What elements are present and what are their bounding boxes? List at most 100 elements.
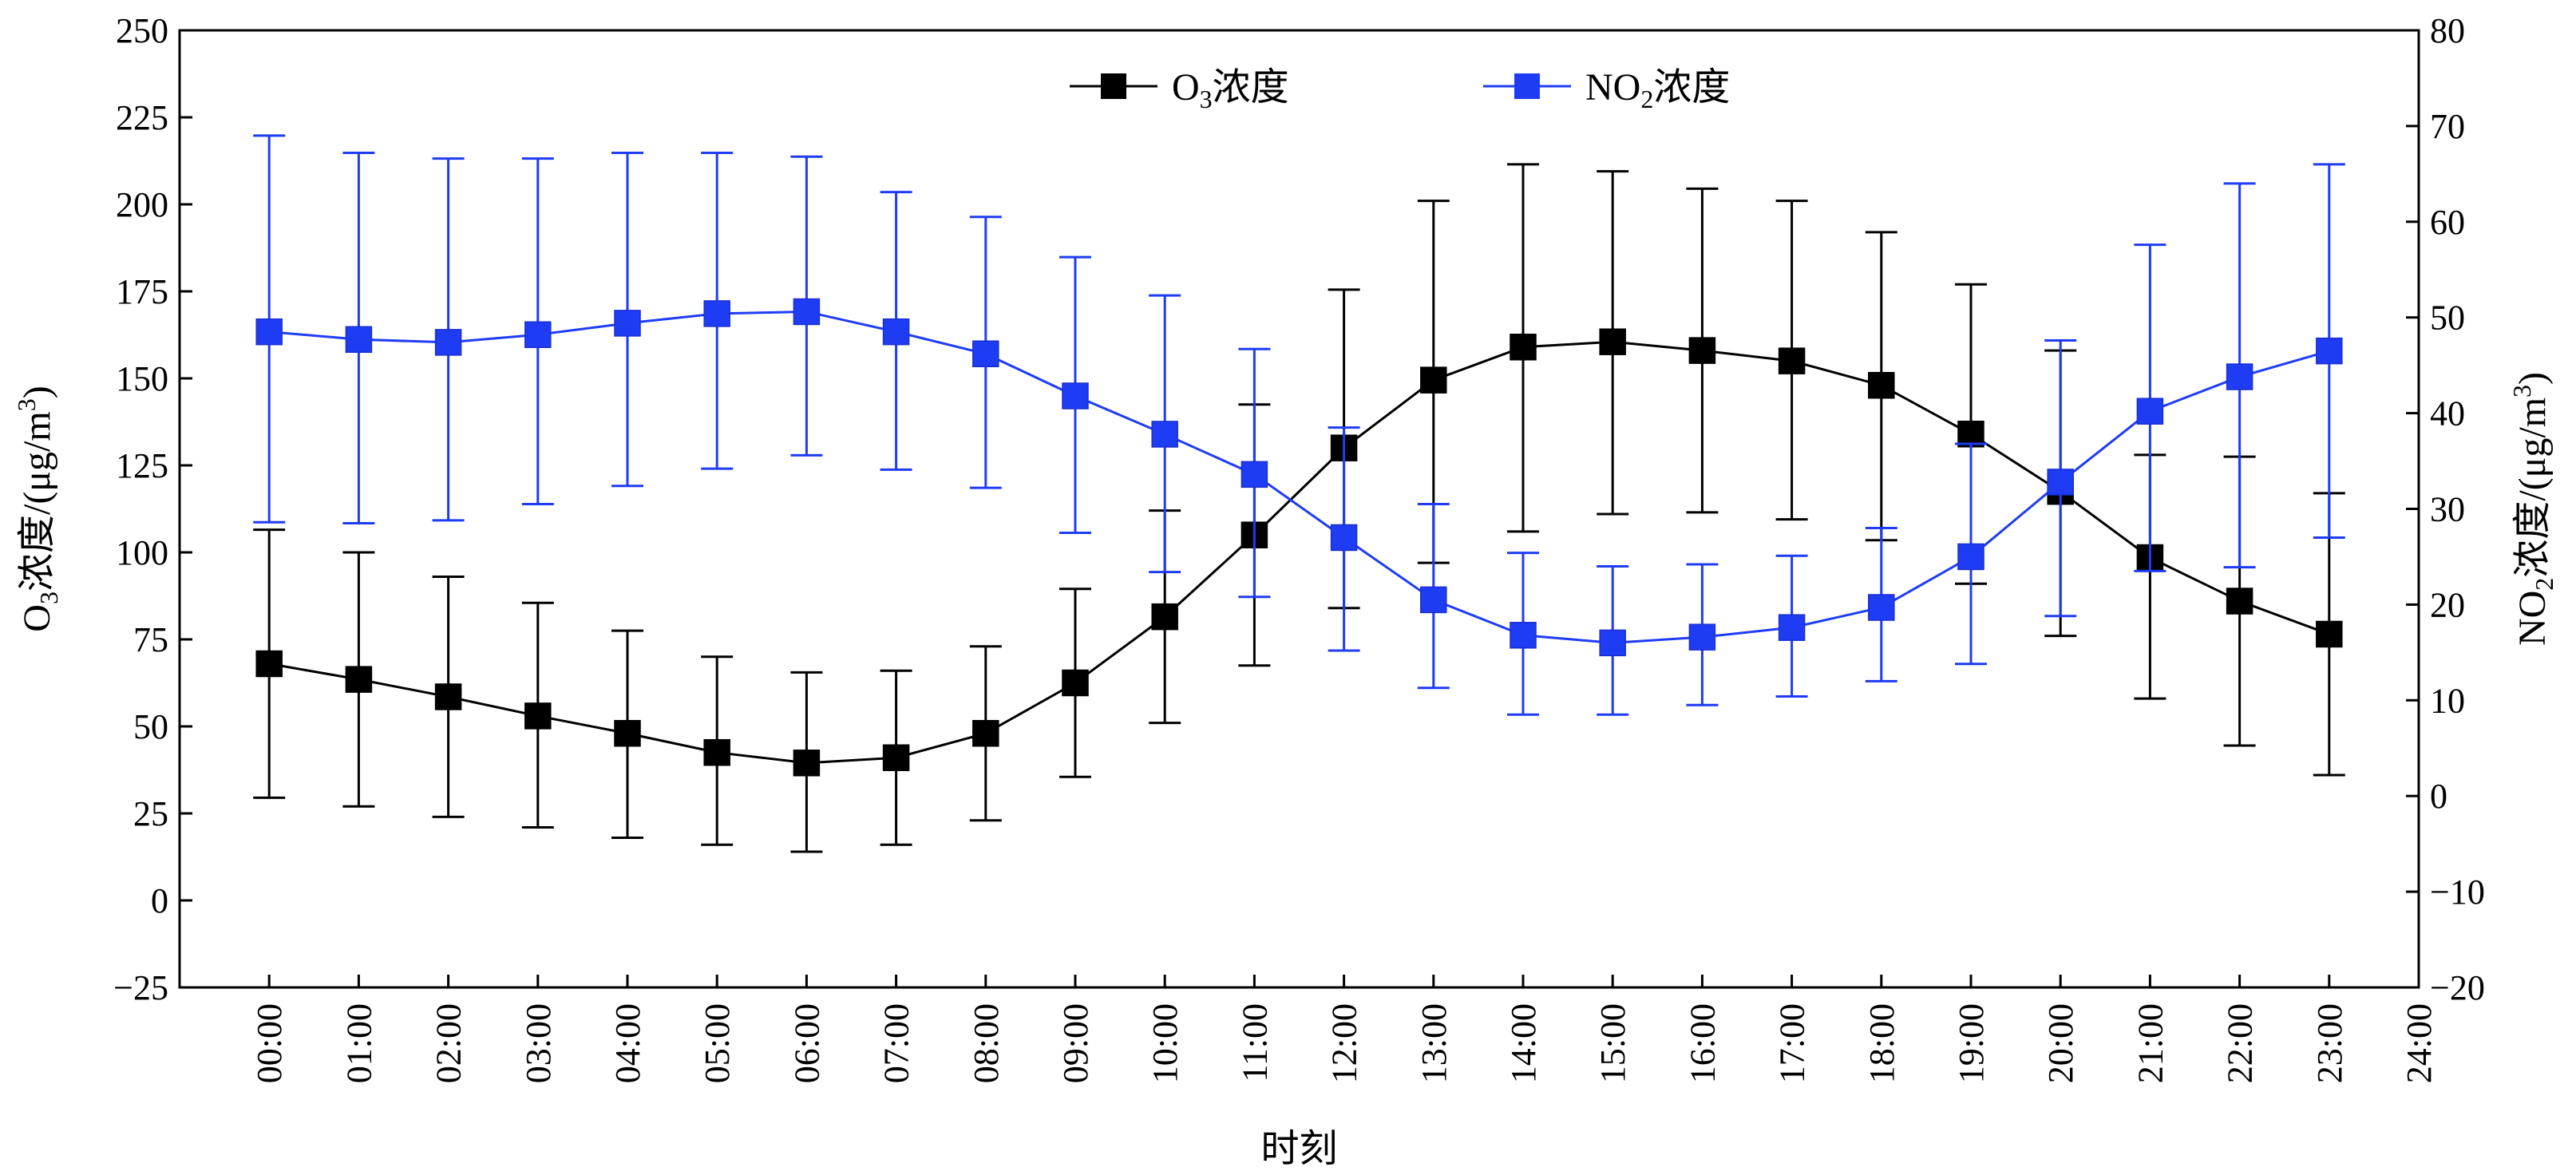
data-point-marker — [434, 683, 462, 710]
data-point-marker — [2226, 363, 2254, 390]
x-tick-label: 10:00 — [1146, 1003, 1185, 1083]
data-point-marker — [255, 650, 283, 678]
left-y-tick-label: 175 — [116, 272, 168, 311]
x-tick-label: 05:00 — [698, 1003, 737, 1083]
left-y-tick-label: 0 — [151, 881, 168, 920]
right-y-tick-label: 80 — [2430, 11, 2465, 50]
right-y-tick-label: 30 — [2430, 490, 2465, 529]
left-y-tick-label: 75 — [133, 620, 168, 659]
x-tick-label: 13:00 — [1415, 1003, 1454, 1083]
left-y-axis-title: O3浓度/(μg/m3) — [12, 386, 63, 631]
x-tick-label: 19:00 — [1952, 1003, 1991, 1083]
legend-label: NO2浓度 — [1585, 66, 1730, 113]
data-point-marker — [1688, 623, 1716, 651]
data-point-marker — [345, 666, 373, 693]
x-tick-label: 03:00 — [519, 1003, 558, 1083]
right-y-tick-label: 50 — [2430, 299, 2465, 338]
x-tick-label: 12:00 — [1325, 1003, 1364, 1083]
data-point-marker — [1241, 461, 1268, 489]
x-tick-label: 02:00 — [429, 1003, 469, 1083]
x-tick-label: 14:00 — [1504, 1003, 1543, 1083]
legend-item-no2: NO2浓度 — [1483, 66, 1730, 113]
data-point-marker — [1599, 328, 1626, 355]
data-point-marker — [614, 719, 641, 747]
data-point-marker — [1778, 614, 1806, 641]
series-line — [268, 340, 2330, 765]
right-y-tick-label: −10 — [2430, 872, 2485, 912]
data-point-marker — [1062, 669, 1089, 697]
data-point-marker — [524, 702, 552, 730]
right-y-tick-label: −20 — [2430, 968, 2485, 1007]
x-tick-label: 20:00 — [2041, 1003, 2080, 1083]
left-y-tick-label: 200 — [116, 185, 168, 224]
right-y-tick-label: 10 — [2430, 681, 2465, 720]
data-point-marker — [1599, 629, 1626, 657]
x-tick-label: 04:00 — [608, 1003, 647, 1083]
data-point-marker — [1957, 421, 1984, 448]
data-point-marker — [1420, 586, 1447, 614]
data-point-marker — [1510, 334, 1537, 361]
data-point-marker — [1868, 594, 1895, 621]
data-point-marker — [1151, 421, 1178, 448]
data-point-marker — [972, 340, 999, 368]
x-tick-label: 18:00 — [1862, 1003, 1901, 1083]
series-line — [269, 311, 2330, 644]
legend-label: O3浓度 — [1172, 66, 1289, 113]
data-point-marker — [434, 329, 462, 356]
data-point-marker — [2316, 337, 2343, 365]
legend-marker — [1101, 73, 1126, 99]
data-point-marker — [1151, 603, 1178, 631]
left-y-tick-label: 150 — [116, 359, 168, 398]
data-point-marker — [1957, 543, 1984, 571]
x-tick-label: 16:00 — [1683, 1003, 1722, 1083]
data-point-marker — [1778, 347, 1806, 374]
x-tick-label: 17:00 — [1773, 1003, 1812, 1083]
x-tick-label: 15:00 — [1593, 1003, 1632, 1083]
x-tick-label: 11:00 — [1235, 1003, 1274, 1082]
left-y-tick-label: −25 — [113, 968, 168, 1007]
data-point-marker — [614, 310, 641, 337]
right-y-tick-label: 60 — [2430, 203, 2465, 242]
data-point-marker — [345, 326, 373, 354]
right-y-tick-label: 20 — [2430, 585, 2465, 624]
x-tick-label: 21:00 — [2131, 1003, 2170, 1083]
data-point-marker — [703, 738, 730, 766]
data-point-marker — [793, 298, 821, 326]
right-y-axis-title: NO2浓度/(μg/m3) — [2507, 372, 2558, 646]
x-tick-label: 07:00 — [877, 1003, 916, 1083]
data-point-marker — [1868, 371, 1895, 399]
left-y-tick-label: 100 — [116, 533, 168, 572]
legend-marker — [1514, 73, 1540, 99]
data-point-marker — [882, 744, 910, 771]
data-point-marker — [972, 719, 999, 747]
x-tick-label: 08:00 — [967, 1003, 1006, 1083]
x-tick-label: 00:00 — [250, 1003, 289, 1083]
series-o3 — [253, 163, 2345, 853]
right-y-tick-label: 70 — [2430, 107, 2465, 146]
data-point-marker — [1420, 366, 1447, 394]
data-point-marker — [1062, 382, 1089, 409]
left-y-tick-label: 125 — [116, 446, 168, 485]
x-tick-label: 22:00 — [2221, 1003, 2260, 1083]
data-point-marker — [524, 321, 552, 349]
data-point-marker — [1688, 337, 1716, 364]
x-tick-label: 24:00 — [2400, 1003, 2439, 1083]
data-point-marker — [2316, 620, 2343, 648]
x-tick-label: 09:00 — [1056, 1003, 1095, 1083]
data-point-marker — [2047, 469, 2074, 496]
data-point-marker — [1510, 622, 1537, 649]
data-point-marker — [2226, 588, 2254, 615]
x-tick-label: 06:00 — [787, 1003, 826, 1083]
data-point-marker — [793, 750, 821, 777]
series-no2 — [253, 134, 2345, 716]
left-y-tick-label: 225 — [116, 98, 168, 137]
legend-item-o3: O3浓度 — [1070, 66, 1289, 113]
x-tick-label: 01:00 — [339, 1003, 378, 1083]
data-point-marker — [703, 300, 730, 327]
left-y-tick-label: 25 — [133, 794, 168, 833]
data-point-marker — [2136, 398, 2164, 425]
data-point-marker — [1330, 524, 1358, 552]
left-y-tick-label: 50 — [133, 707, 168, 746]
